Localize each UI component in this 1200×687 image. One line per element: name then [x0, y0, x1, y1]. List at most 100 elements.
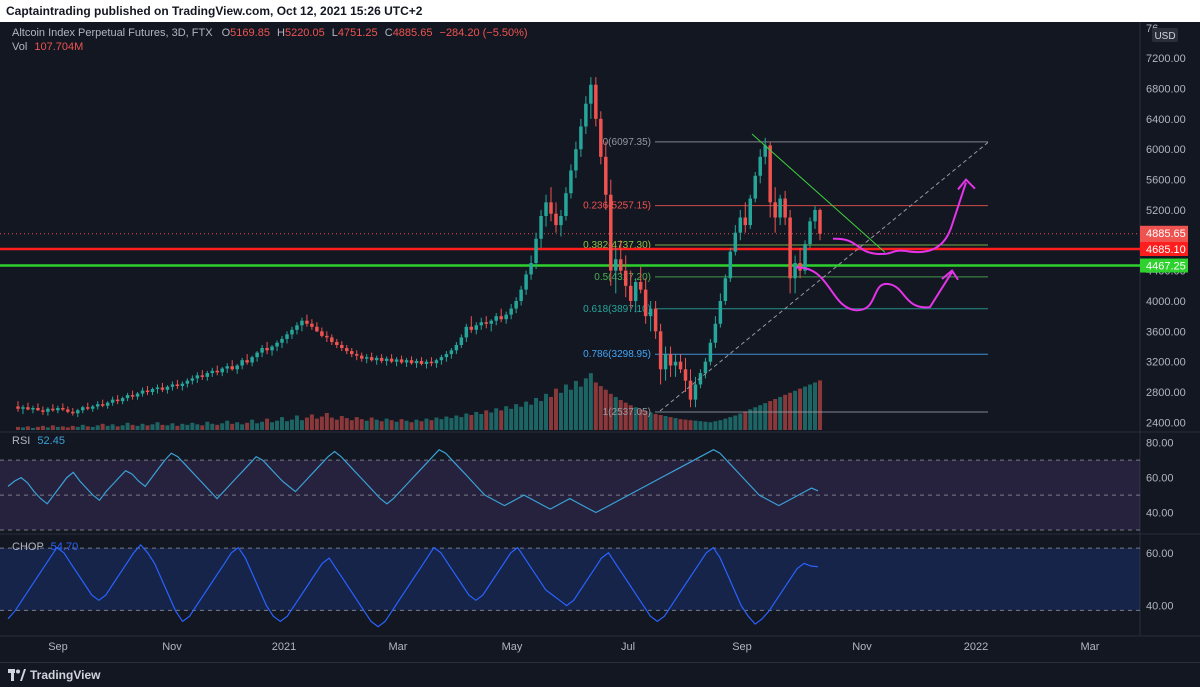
volume-bar	[539, 401, 544, 430]
volume-bar	[648, 412, 653, 430]
candle-body	[673, 361, 678, 366]
candle-body	[509, 308, 513, 315]
volume-bar	[813, 382, 818, 430]
time-tick-label: Jul	[621, 641, 635, 653]
close-label: C	[385, 27, 393, 39]
candle-body	[424, 361, 429, 364]
chart-canvas[interactable]: 0(6097.35) 0.236(5257.15) 0.382(4737.30) 0.…	[0, 22, 1200, 662]
candle-body	[285, 334, 289, 339]
volume-bar	[678, 419, 683, 430]
volume-bar	[255, 423, 260, 430]
candle-body	[459, 337, 464, 346]
volume-bar	[40, 425, 45, 430]
volume-bar	[698, 421, 703, 430]
volume-bar	[603, 389, 608, 430]
candle-body	[713, 323, 718, 343]
volume-bar	[713, 421, 718, 430]
indicator-tick-label: 60.00	[1146, 473, 1174, 485]
tradingview-brand[interactable]: TradingView	[30, 668, 101, 682]
candle-body	[499, 316, 503, 320]
volume-bar	[688, 420, 693, 430]
candle-body	[733, 232, 738, 252]
volume-bar	[135, 425, 140, 430]
volume-bar	[394, 421, 399, 430]
candle-body	[768, 145, 772, 203]
volume-bar	[738, 413, 743, 430]
volume-bar	[469, 415, 474, 430]
horizontal-levels[interactable]	[0, 233, 1140, 267]
forecast-arrowhead-upper	[957, 178, 976, 191]
fib-level-label: 0(6097.35)	[603, 137, 651, 148]
fib-level-label: 0.786(3298.95)	[583, 349, 651, 360]
candle-body	[140, 390, 145, 394]
band-fill	[0, 548, 1140, 611]
candle-body	[449, 350, 454, 355]
volume-bar	[683, 419, 688, 430]
time-axis[interactable]: Sep Nov 2021 Mar May Jul Sep Nov 2022 Mar	[48, 641, 1100, 653]
volume-bar	[235, 422, 240, 430]
candle-body	[210, 370, 215, 374]
candle-body	[115, 399, 120, 402]
volume-bar	[429, 420, 434, 430]
currency-badge[interactable]	[1152, 28, 1178, 42]
indicator-tick-label: 80.00	[1146, 438, 1174, 450]
volume-bar	[549, 396, 553, 430]
trend-drawings[interactable]	[659, 133, 989, 412]
candle-body	[813, 209, 817, 222]
volume-bar	[479, 413, 484, 430]
open-value: 5169.85	[230, 27, 270, 39]
candle-body	[748, 198, 753, 226]
candle-body	[270, 346, 274, 351]
volume-bar	[384, 418, 389, 430]
volume-bar	[314, 418, 319, 430]
candle-body	[51, 408, 55, 411]
candle-body	[26, 407, 30, 410]
rsi-label: RSI	[12, 435, 30, 447]
volume-bar	[175, 425, 180, 430]
volume-bar	[130, 424, 135, 430]
volume-bar	[658, 415, 663, 430]
price-tick-label: 5600.00	[1146, 175, 1186, 187]
volume-bar	[354, 417, 359, 430]
change-value: −284.20 (−5.50%)	[440, 27, 528, 39]
fibonacci-retracement[interactable]: 0(6097.35) 0.236(5257.15) 0.382(4737.30) 0.…	[583, 137, 988, 418]
rsi-pane	[0, 448, 1140, 531]
volume-bar	[125, 422, 130, 430]
volume-bar	[105, 425, 110, 430]
candle-body	[295, 325, 299, 330]
volume-bar	[409, 422, 414, 430]
time-tick-label: 2022	[964, 641, 988, 653]
uptrend-dashed-line	[659, 141, 989, 412]
volume-bar	[140, 423, 145, 430]
candle-body	[579, 126, 583, 150]
volume-bar	[673, 418, 678, 430]
price-tag-label: 4685.10	[1146, 244, 1186, 256]
indicator-line	[7, 448, 819, 514]
volume-bar	[464, 413, 469, 430]
candle-body	[220, 368, 224, 373]
candle-body	[569, 170, 573, 194]
candlesticks	[16, 77, 822, 418]
price-tick-label: 7200.00	[1146, 53, 1186, 65]
candle-body	[808, 221, 812, 245]
candle-body	[464, 326, 469, 338]
price-tick-label: 6800.00	[1146, 84, 1186, 96]
candle-body	[185, 380, 190, 384]
candle-body	[803, 244, 807, 271]
candle-body	[788, 217, 792, 279]
volume-bar	[668, 417, 673, 430]
volume-bar	[215, 424, 220, 430]
volume-bar	[529, 404, 534, 430]
candle-body	[335, 341, 339, 346]
candle-body	[728, 251, 733, 279]
volume-bar	[85, 426, 90, 430]
candle-body	[160, 387, 165, 390]
candle-body	[753, 175, 757, 199]
price-axis[interactable]: 80.00 60.00 40.00 60.00 40.00 2400.00 2800.00 3…	[1140, 23, 1188, 613]
candle-body	[250, 357, 254, 363]
candle-body	[66, 409, 70, 412]
candle-body	[758, 156, 762, 176]
price-tick-label: 2400.00	[1146, 417, 1186, 429]
candle-body	[235, 365, 239, 370]
candle-body	[663, 354, 668, 370]
